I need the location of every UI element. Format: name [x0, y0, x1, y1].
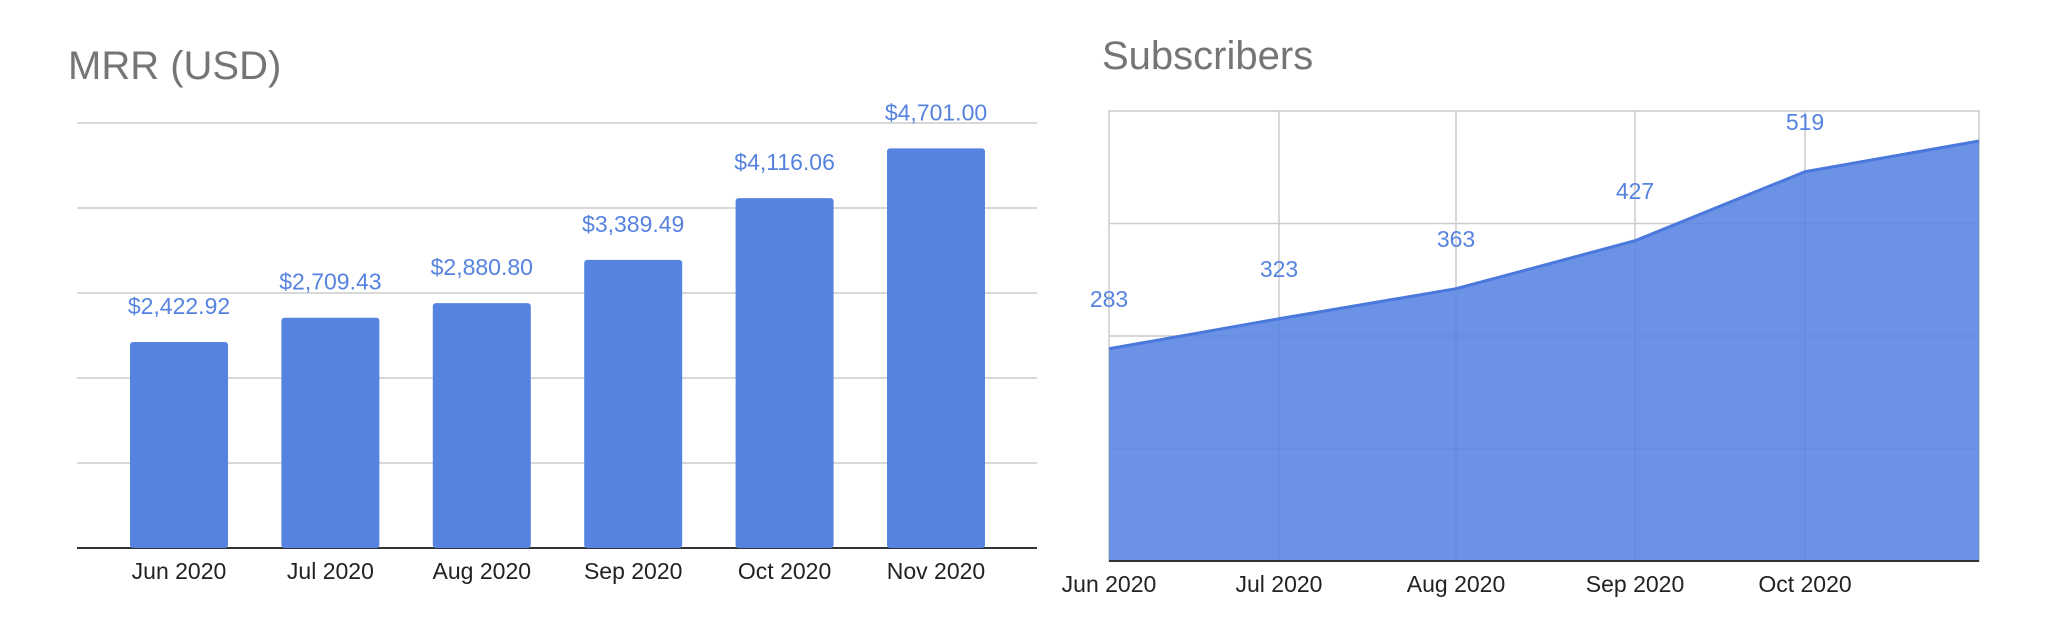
x-tick-label: Oct 2020	[738, 558, 831, 584]
data-label: $2,709.43	[279, 269, 381, 295]
data-label: 323	[1260, 256, 1298, 282]
x-tick-label: Aug 2020	[433, 558, 531, 584]
subscribers-chart: Subscribers 283 323 363 427 519 Jun 2020 Jul 2…	[1060, 0, 2063, 636]
data-label: $2,880.80	[431, 254, 533, 280]
series-line	[1108, 139, 1980, 351]
data-label: $4,701.00	[885, 99, 987, 125]
x-tick-label: Jul 2020	[287, 558, 374, 584]
data-label: 519	[1786, 109, 1824, 135]
bar	[584, 259, 683, 548]
x-tick-label: Jun 2020	[1062, 571, 1157, 597]
data-label: $2,422.92	[128, 293, 230, 319]
data-label: 427	[1616, 178, 1654, 204]
bar	[130, 342, 228, 548]
chart-title: MRR (USD)	[68, 44, 282, 88]
data-label: $4,116.06	[734, 149, 835, 175]
x-tick-label: Jul 2020	[1236, 571, 1323, 597]
x-tick-label: Jun 2020	[132, 558, 227, 584]
bar	[281, 317, 380, 548]
subscribers-chart-plot: 283 323 363 427 519 Jun 2020 Jul 2020 Aug 2020 S…	[1062, 109, 1980, 597]
bar	[735, 198, 834, 549]
x-tick-label: Sep 2020	[584, 558, 682, 584]
bar	[432, 303, 531, 548]
x-tick-label: Aug 2020	[1407, 571, 1505, 597]
x-tick-label: Nov 2020	[887, 558, 985, 584]
bar	[887, 148, 985, 549]
area-fill	[1109, 141, 1979, 561]
x-tick-label: Sep 2020	[1586, 571, 1684, 597]
data-label: 363	[1437, 226, 1475, 252]
x-tick-label: Oct 2020	[1758, 571, 1851, 597]
mrr-chart: MRR (USD) $2,422.92 Jun 2020 $2,709.43 Jul …	[68, 44, 1037, 584]
chart-title: Subscribers	[1102, 34, 1314, 78]
data-label: 283	[1090, 286, 1128, 312]
mrr-chart-plot: $2,422.92 Jun 2020 $2,709.43 Jul 2020 $2,880…	[77, 99, 1037, 584]
data-label: $3,389.49	[582, 211, 684, 237]
